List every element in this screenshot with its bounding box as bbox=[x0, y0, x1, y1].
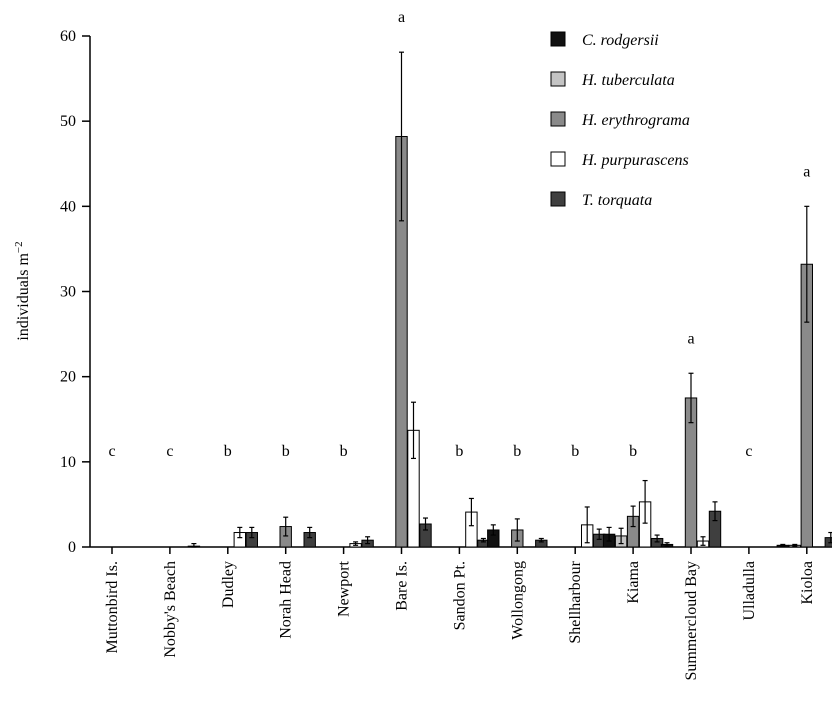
legend-swatch bbox=[550, 71, 566, 87]
y-tick-label: 50 bbox=[60, 113, 76, 130]
y-tick-label: 60 bbox=[60, 28, 76, 45]
y-tick-label: 20 bbox=[60, 369, 76, 386]
error-bars bbox=[191, 51, 832, 548]
significance-letter: a bbox=[687, 330, 694, 347]
significance-letter: c bbox=[745, 443, 752, 460]
x-tick-label: Newport bbox=[336, 560, 353, 617]
legend-label: H. erythrograma bbox=[581, 112, 690, 129]
legend-swatch bbox=[550, 111, 566, 127]
x-tick-label: Ulladulla bbox=[741, 561, 758, 621]
significance-letter: b bbox=[224, 443, 232, 460]
y-axis-label-superscript: −2 bbox=[13, 241, 25, 253]
significance-letter: b bbox=[340, 443, 348, 460]
x-tick-label: Bare Is. bbox=[394, 561, 411, 611]
legend-swatch bbox=[550, 151, 566, 167]
y-axis-label-text: individuals m bbox=[15, 253, 32, 341]
significance-letter: b bbox=[455, 443, 463, 460]
x-tick-label: Sandon Pt. bbox=[451, 561, 468, 630]
x-ticks: Muttonbird Is. Nobby's Beach Dudley Norah H… bbox=[104, 547, 816, 681]
legend-label: H. purpurascens bbox=[581, 152, 689, 169]
significance-letter: c bbox=[166, 443, 173, 460]
legend-label: H. tuberculata bbox=[581, 72, 675, 89]
y-tick-label: 30 bbox=[60, 284, 76, 301]
legend: C. rodgersii H. tuberculata H. erythrogram… bbox=[550, 31, 690, 209]
significance-letter: b bbox=[282, 443, 290, 460]
x-tick-label: Dudley bbox=[220, 561, 237, 608]
y-tick-label: 40 bbox=[60, 198, 76, 215]
x-tick-label: Nobby's Beach bbox=[162, 561, 179, 658]
y-tick-label: 10 bbox=[60, 454, 76, 471]
x-tick-label: Muttonbird Is. bbox=[104, 561, 121, 653]
legend-swatch bbox=[550, 31, 566, 47]
significance-letters: c c b b b a b b b b a c a bbox=[108, 9, 810, 460]
x-tick-label: Wollongong bbox=[509, 561, 526, 640]
legend-label: C. rodgersii bbox=[582, 32, 659, 49]
axes: individuals m−2 bbox=[13, 36, 832, 548]
significance-letter: a bbox=[803, 163, 810, 180]
y-ticks: 0 10 20 30 40 50 60 bbox=[60, 28, 90, 556]
x-tick-label: Shellharbour bbox=[567, 560, 584, 643]
y-tick-label: 0 bbox=[68, 539, 76, 556]
legend-label: T. torquata bbox=[582, 192, 652, 209]
significance-letter: c bbox=[108, 443, 115, 460]
x-tick-label: Norah Head bbox=[278, 561, 295, 639]
significance-letter: a bbox=[398, 9, 405, 26]
legend-swatch bbox=[550, 191, 566, 207]
bars bbox=[187, 135, 832, 548]
x-tick-label: Kioloa bbox=[799, 561, 816, 605]
significance-letter: b bbox=[629, 443, 637, 460]
x-tick-label: Kiama bbox=[625, 561, 642, 604]
x-tick-label: Summercloud Bay bbox=[683, 561, 700, 681]
significance-letter: b bbox=[513, 443, 521, 460]
significance-letter: b bbox=[571, 443, 579, 460]
y-axis-label: individuals m−2 bbox=[13, 241, 32, 340]
